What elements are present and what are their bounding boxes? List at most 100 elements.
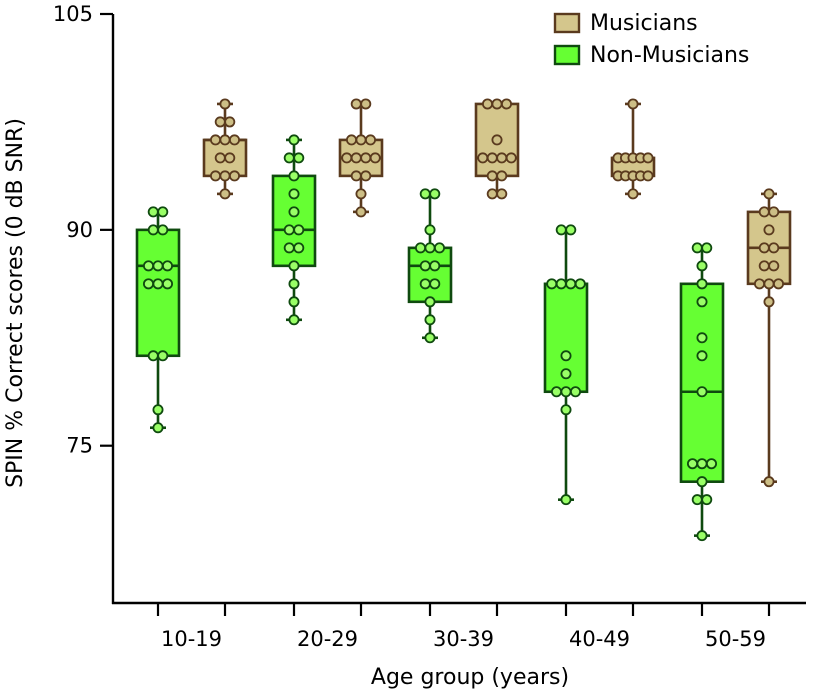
non-musicians-data-point bbox=[288, 296, 300, 308]
non-musicians-data-point bbox=[696, 296, 708, 308]
musicians-data-point bbox=[500, 98, 512, 110]
non-musicians-data-point bbox=[570, 386, 582, 398]
non-musicians-data-point bbox=[555, 224, 567, 236]
non-musicians-data-point bbox=[696, 332, 708, 344]
musicians-data-point bbox=[350, 170, 362, 182]
non-musicians-data-point bbox=[424, 242, 436, 254]
non-musicians-box-group bbox=[543, 224, 589, 506]
non-musicians-data-point bbox=[147, 224, 159, 236]
musicians-data-point bbox=[360, 170, 372, 182]
plot-area bbox=[135, 98, 792, 542]
non-musicians-data-point bbox=[560, 350, 572, 362]
non-musicians-data-point bbox=[551, 386, 563, 398]
non-musicians-data-point bbox=[142, 260, 154, 272]
non-musicians-data-point bbox=[414, 242, 426, 254]
non-musicians-data-point bbox=[419, 278, 431, 290]
non-musicians-data-point bbox=[696, 476, 708, 488]
musicians-data-point bbox=[219, 188, 231, 200]
musicians-data-point bbox=[209, 134, 221, 146]
non-musicians-box bbox=[679, 282, 725, 483]
axes: 75 90 105 10-19 20-29 30-39 40-49 50-59 bbox=[53, 2, 806, 651]
musicians-data-point bbox=[763, 296, 775, 308]
musicians-data-point bbox=[627, 98, 639, 110]
musicians-data-point bbox=[642, 152, 654, 164]
x-tick-label: 50-59 bbox=[705, 627, 766, 651]
non-musicians-data-point bbox=[161, 260, 173, 272]
legend-swatch-musicians bbox=[553, 12, 581, 34]
y-tick-label: 105 bbox=[53, 2, 93, 26]
musicians-data-point bbox=[481, 98, 493, 110]
musicians-data-point bbox=[486, 152, 498, 164]
musicians-data-point bbox=[491, 134, 503, 146]
non-musicians-data-point bbox=[433, 242, 445, 254]
musicians-data-point bbox=[341, 152, 353, 164]
non-musicians-data-point bbox=[152, 404, 164, 416]
non-musicians-data-point bbox=[152, 278, 164, 290]
musicians-data-point bbox=[369, 152, 381, 164]
musicians-data-point bbox=[364, 134, 376, 146]
y-tick-label: 75 bbox=[66, 434, 93, 458]
non-musicians-data-point bbox=[696, 530, 708, 542]
musicians-data-point bbox=[642, 170, 654, 182]
musicians-data-point bbox=[758, 260, 770, 272]
non-musicians-data-point bbox=[687, 458, 699, 470]
non-musicians-data-point bbox=[288, 260, 300, 272]
non-musicians-data-point bbox=[288, 188, 300, 200]
musicians-data-point bbox=[345, 134, 357, 146]
non-musicians-data-point bbox=[424, 224, 436, 236]
x-axis-title: Age group (years) bbox=[371, 665, 569, 690]
musicians-data-point bbox=[486, 188, 498, 200]
non-musicians-data-point bbox=[419, 260, 431, 272]
musicians-data-point bbox=[496, 170, 508, 182]
musicians-data-point bbox=[350, 98, 362, 110]
musicians-data-point bbox=[355, 134, 367, 146]
non-musicians-data-point bbox=[691, 242, 703, 254]
x-tick-label: 40-49 bbox=[569, 627, 630, 651]
non-musicians-data-point bbox=[288, 134, 300, 146]
non-musicians-data-point bbox=[560, 404, 572, 416]
musicians-data-point bbox=[224, 152, 236, 164]
non-musicians-data-point bbox=[142, 278, 154, 290]
legend-label-non-musicians: Non-Musicians bbox=[590, 43, 749, 68]
y-tick-label: 90 bbox=[66, 218, 93, 242]
musicians-data-point bbox=[219, 170, 231, 182]
non-musicians-data-point bbox=[429, 188, 441, 200]
legend-item-non-musicians: Non-Musicians bbox=[553, 43, 749, 68]
musicians-data-point bbox=[491, 98, 503, 110]
musicians-data-point bbox=[477, 152, 489, 164]
musicians-box-group bbox=[202, 98, 248, 200]
musicians-data-point bbox=[355, 206, 367, 218]
non-musicians-data-point bbox=[288, 206, 300, 218]
non-musicians-data-point bbox=[157, 224, 169, 236]
non-musicians-data-point bbox=[696, 278, 708, 290]
musicians-data-point bbox=[486, 170, 498, 182]
musicians-data-point bbox=[773, 278, 785, 290]
non-musicians-data-point bbox=[157, 206, 169, 218]
musicians-data-point bbox=[763, 278, 775, 290]
non-musicians-data-point bbox=[424, 332, 436, 344]
musicians-data-point bbox=[219, 98, 231, 110]
musicians-data-point bbox=[355, 188, 367, 200]
musicians-box-group bbox=[610, 98, 656, 200]
non-musicians-data-point bbox=[419, 188, 431, 200]
musicians-data-point bbox=[758, 206, 770, 218]
x-tick-label: 20-29 bbox=[297, 627, 358, 651]
non-musicians-data-point bbox=[161, 278, 173, 290]
non-musicians-data-point bbox=[293, 152, 305, 164]
non-musicians-data-point bbox=[701, 494, 713, 506]
non-musicians-data-point bbox=[288, 170, 300, 182]
non-musicians-data-point bbox=[555, 278, 567, 290]
y-axis-title: SPIN % Correct scores (0 dB SNR) bbox=[3, 118, 28, 488]
non-musicians-box-group bbox=[407, 188, 453, 344]
non-musicians-data-point bbox=[696, 386, 708, 398]
musicians-data-point bbox=[768, 206, 780, 218]
non-musicians-data-point bbox=[424, 296, 436, 308]
musicians-data-point bbox=[214, 152, 226, 164]
musicians-data-point bbox=[219, 134, 231, 146]
non-musicians-box-group bbox=[135, 206, 181, 434]
musicians-box-group bbox=[746, 188, 792, 488]
non-musicians-data-point bbox=[283, 224, 295, 236]
non-musicians-data-point bbox=[157, 350, 169, 362]
non-musicians-box bbox=[135, 228, 181, 358]
non-musicians-data-point bbox=[152, 260, 164, 272]
